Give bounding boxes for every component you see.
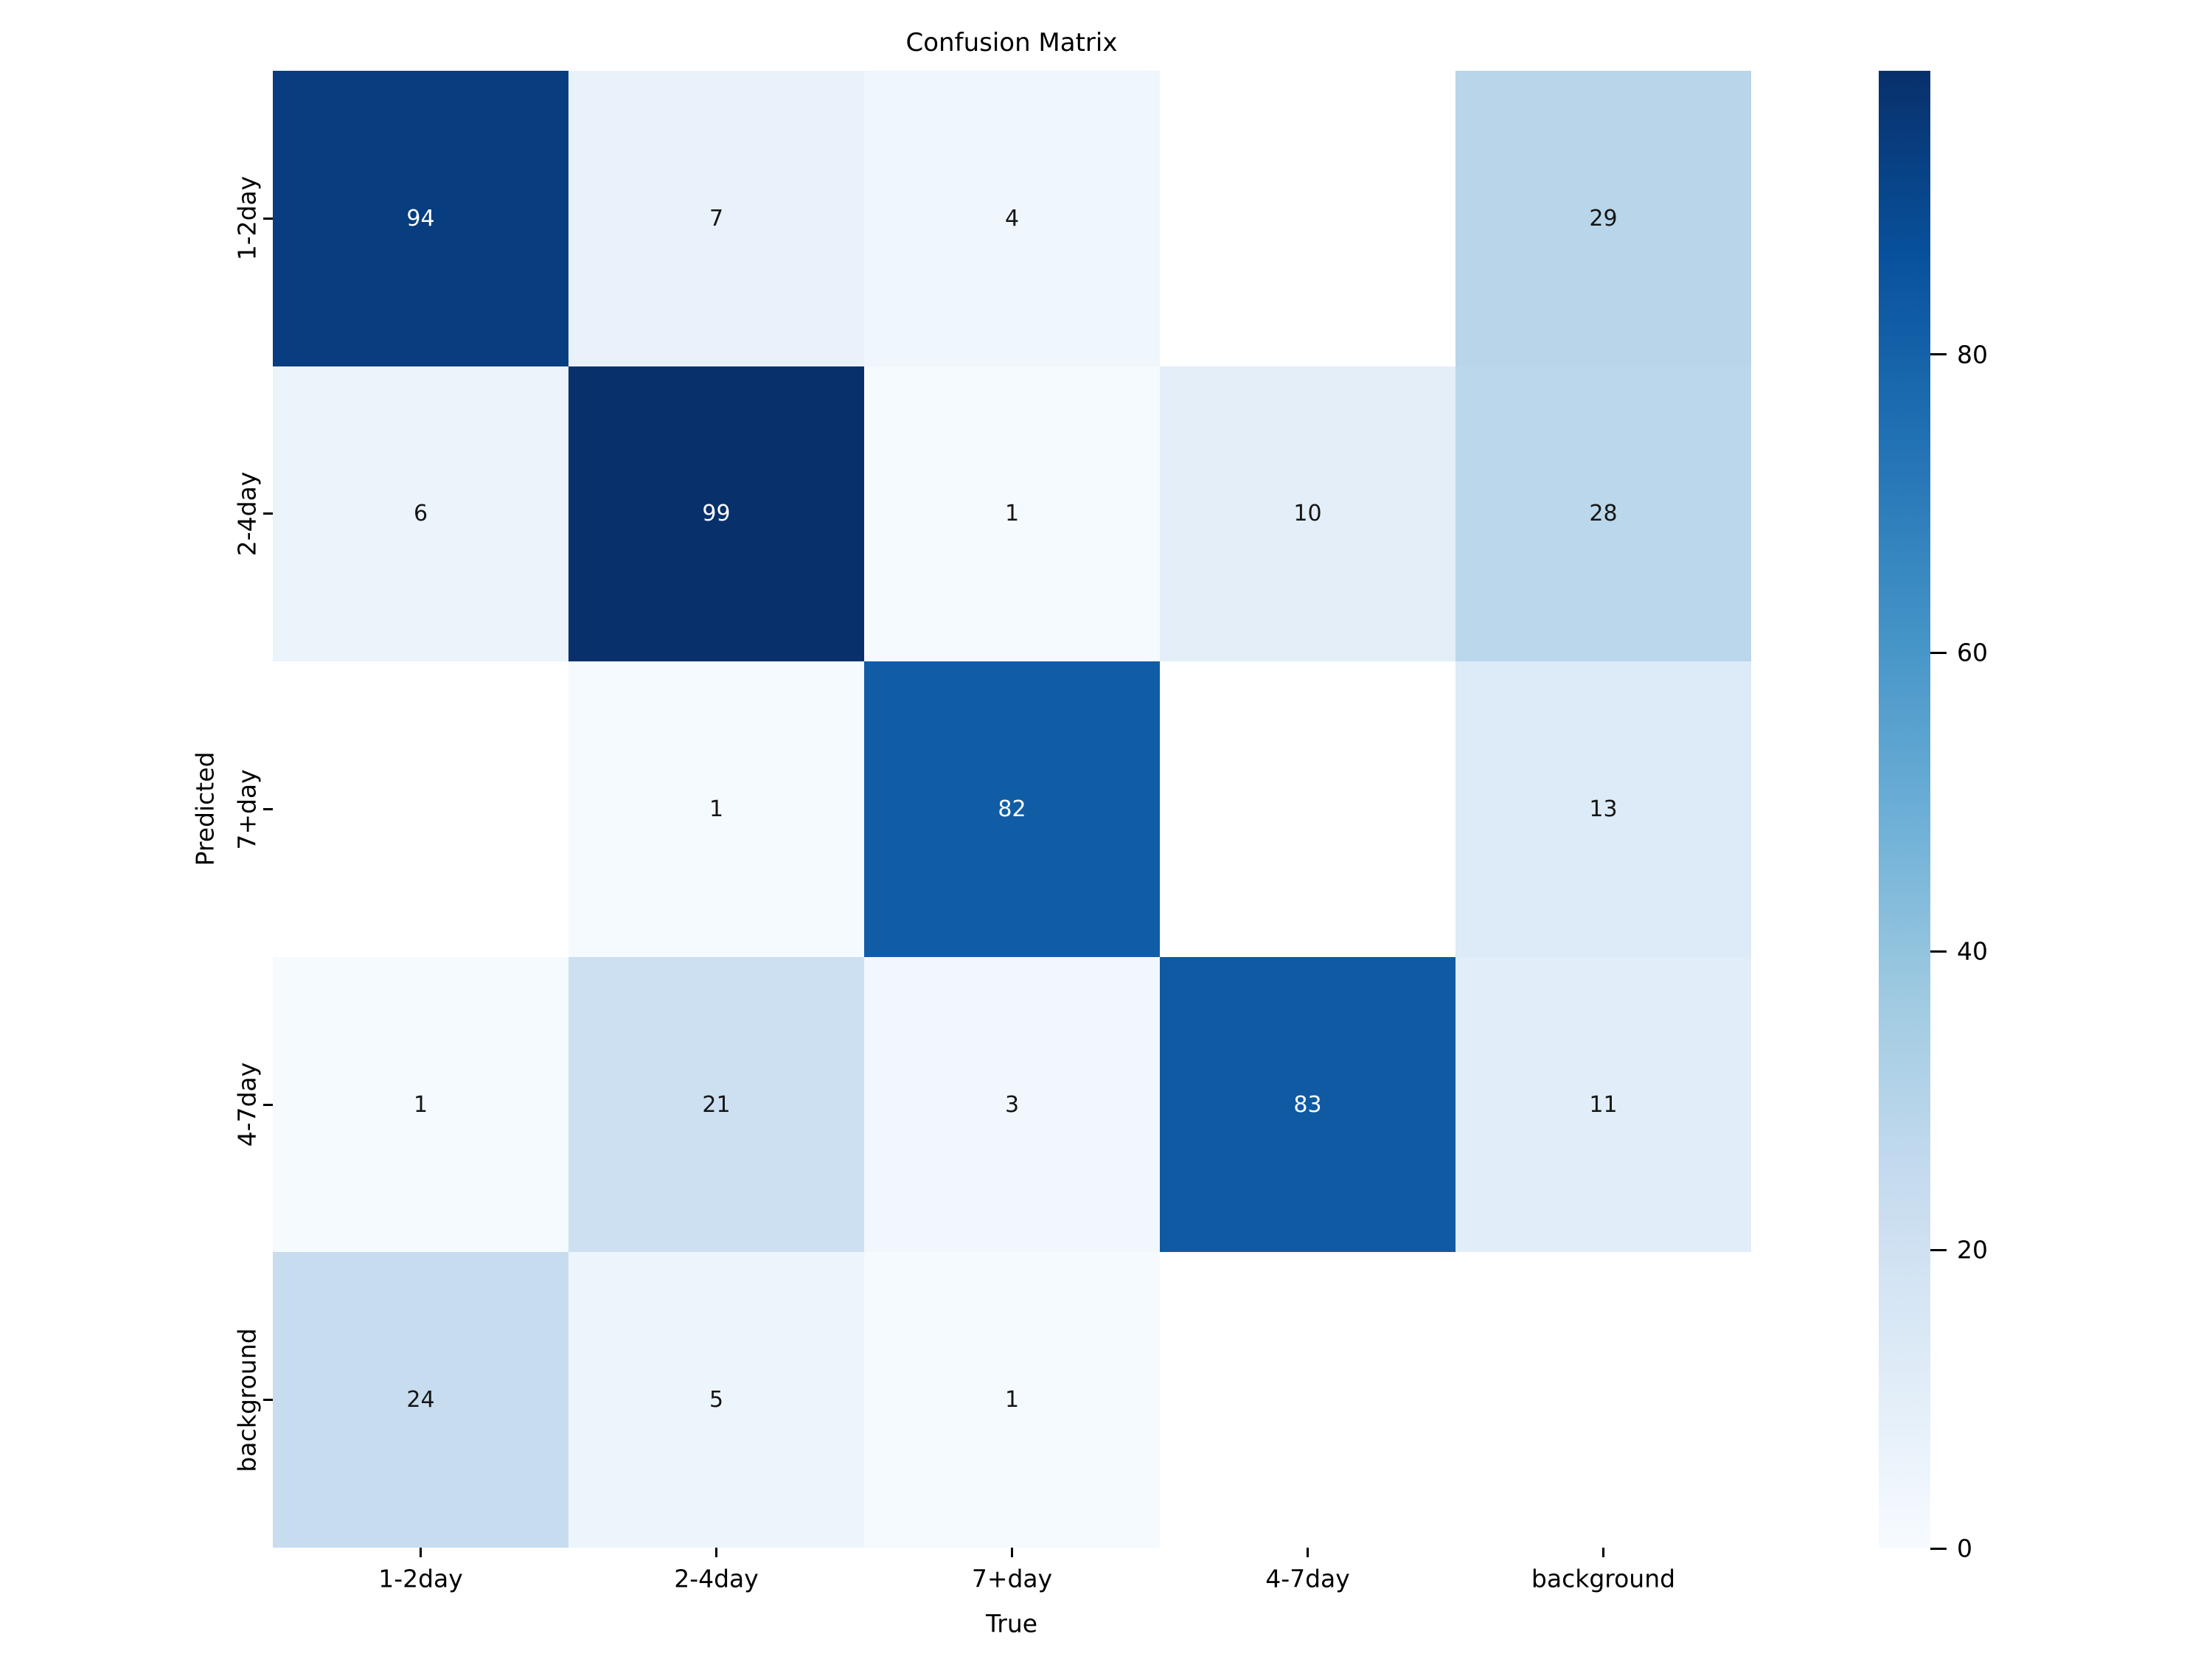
colorbar-tick-label: 40 <box>1957 936 1988 966</box>
cell-annotation: 7 <box>709 205 724 232</box>
heatmap-cell-4-7day-7+day: 3 <box>864 956 1160 1253</box>
y-axis-label: Predicted <box>190 751 220 866</box>
y-tick-label: 1-2day <box>232 175 262 261</box>
heatmap-cell-background-4-7day <box>1160 1252 1455 1548</box>
x-tick-mark <box>1011 1548 1013 1557</box>
heatmap-cell-background-7+day: 1 <box>864 1252 1160 1548</box>
heatmap-cell-7+day-background: 13 <box>1455 661 1751 957</box>
chart-title: Confusion Matrix <box>905 28 1118 58</box>
heatmap-cell-2-4day-background: 28 <box>1455 366 1751 662</box>
colorbar-tick-label: 20 <box>1957 1235 1988 1265</box>
heatmap-cell-7+day-2-4day: 1 <box>568 661 864 957</box>
y-tick-label: background <box>232 1328 262 1472</box>
cell-annotation: 82 <box>998 796 1026 822</box>
x-tick-mark <box>420 1548 422 1557</box>
heatmap-cell-1-2day-2-4day: 7 <box>568 71 864 366</box>
cell-annotation: 5 <box>709 1387 724 1413</box>
cell-annotation: 10 <box>1293 501 1322 527</box>
colorbar-tick-label: 80 <box>1957 340 1988 369</box>
colorbar-tick-mark <box>1930 651 1947 654</box>
x-tick-label: 4-7day <box>1265 1564 1350 1593</box>
cell-annotation: 21 <box>702 1091 731 1118</box>
cell-annotation: 99 <box>702 501 731 527</box>
x-axis-label: True <box>985 1609 1038 1638</box>
cell-annotation: 83 <box>1293 1091 1322 1118</box>
heatmap: 94 7 4 29 6 99 1 10 28 1 82 13 1 21 3 83 11 24 5 1 <box>273 71 1751 1548</box>
colorbar <box>1879 71 1930 1548</box>
heatmap-cell-7+day-1-2day <box>273 661 568 957</box>
heatmap-cell-4-7day-background: 11 <box>1455 956 1751 1253</box>
heatmap-cell-4-7day-2-4day: 21 <box>568 956 864 1253</box>
x-tick-label: 1-2day <box>378 1564 463 1593</box>
cell-annotation: 13 <box>1589 796 1618 822</box>
y-tick-mark <box>263 1399 273 1402</box>
x-tick-mark <box>1307 1548 1309 1557</box>
cell-annotation: 1 <box>1004 501 1020 527</box>
cell-annotation: 11 <box>1589 1091 1618 1118</box>
heatmap-cell-7+day-4-7day <box>1160 661 1455 957</box>
heatmap-cell-2-4day-7+day: 1 <box>864 366 1160 662</box>
y-tick-mark <box>263 512 273 515</box>
heatmap-cell-2-4day-4-7day: 10 <box>1160 366 1455 662</box>
heatmap-cell-1-2day-4-7day <box>1160 71 1455 366</box>
cell-annotation: 94 <box>406 205 435 232</box>
colorbar-tick-label: 0 <box>1957 1534 1972 1563</box>
heatmap-cell-4-7day-1-2day: 1 <box>273 956 568 1253</box>
heatmap-cell-background-1-2day: 24 <box>273 1252 568 1548</box>
y-tick-mark <box>263 1103 273 1106</box>
x-tick-label: 7+day <box>971 1564 1053 1593</box>
cell-annotation: 1 <box>413 1091 428 1118</box>
colorbar-tick-mark <box>1930 1547 1947 1550</box>
heatmap-cell-7+day-7+day: 82 <box>864 661 1160 957</box>
y-tick-label: 2-4day <box>232 471 262 557</box>
heatmap-cell-1-2day-7+day: 4 <box>864 71 1160 366</box>
y-tick-label: 4-7day <box>232 1062 262 1147</box>
heatmap-cell-background-2-4day: 5 <box>568 1252 864 1548</box>
y-tick-label: 7+day <box>232 768 262 850</box>
cell-annotation: 1 <box>1004 1387 1020 1413</box>
x-tick-label: background <box>1531 1564 1676 1593</box>
heatmap-cell-2-4day-1-2day: 6 <box>273 366 568 662</box>
y-tick-mark <box>263 808 273 810</box>
heatmap-cell-background-background <box>1455 1252 1751 1548</box>
cell-annotation: 28 <box>1589 501 1618 527</box>
heatmap-cell-1-2day-background: 29 <box>1455 71 1751 366</box>
heatmap-cell-1-2day-1-2day: 94 <box>273 71 568 366</box>
x-tick-label: 2-4day <box>674 1564 759 1593</box>
y-tick-mark <box>263 217 273 220</box>
cell-annotation: 1 <box>709 796 724 822</box>
colorbar-tick-mark <box>1930 353 1947 356</box>
cell-annotation: 4 <box>1004 205 1020 232</box>
colorbar-tick-mark <box>1930 1248 1947 1251</box>
heatmap-cell-2-4day-2-4day: 99 <box>568 366 864 662</box>
heatmap-cell-4-7day-4-7day: 83 <box>1160 956 1455 1253</box>
colorbar-tick-label: 60 <box>1957 638 1988 667</box>
cell-annotation: 24 <box>406 1387 435 1413</box>
cell-annotation: 29 <box>1589 205 1618 232</box>
x-tick-mark <box>1602 1548 1604 1557</box>
cell-annotation: 3 <box>1004 1091 1020 1118</box>
cell-annotation: 6 <box>413 501 428 527</box>
x-tick-mark <box>715 1548 717 1557</box>
colorbar-tick-mark <box>1930 950 1947 953</box>
